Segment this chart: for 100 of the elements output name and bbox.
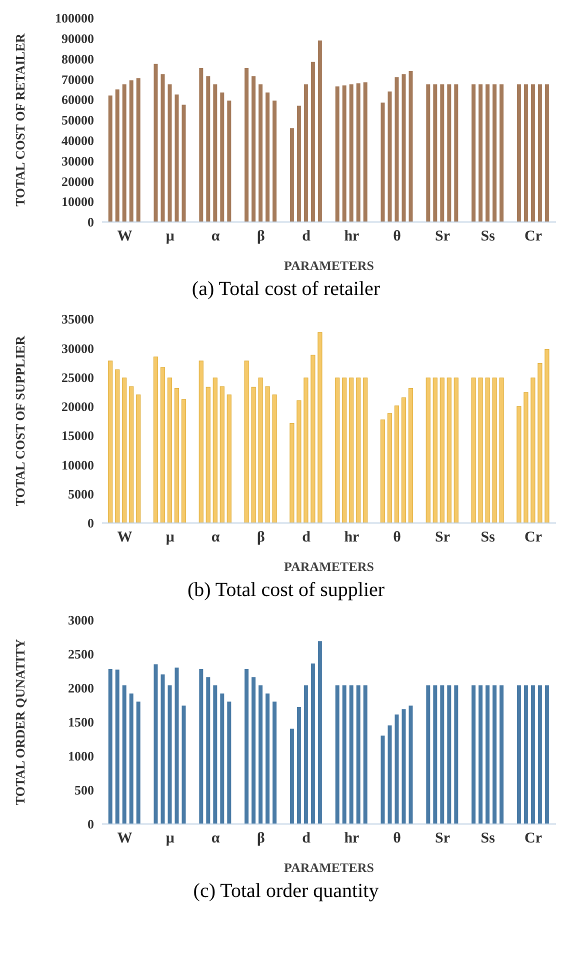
- y-tick-label: 30000: [62, 153, 94, 168]
- bar: [356, 83, 360, 222]
- bar: [227, 702, 232, 824]
- bar: [408, 71, 413, 222]
- bar: [335, 685, 340, 824]
- bar: [446, 378, 452, 523]
- y-tick-label: 25000: [62, 370, 94, 385]
- bar: [310, 664, 315, 824]
- bar: [538, 84, 542, 222]
- bar: [524, 84, 528, 222]
- bar: [426, 685, 430, 824]
- bar: [129, 693, 134, 824]
- bar: [471, 378, 476, 523]
- x-tick-label: d: [302, 530, 312, 546]
- bar: [154, 64, 158, 222]
- bar: [108, 360, 113, 523]
- bar: [290, 728, 294, 824]
- bar: [492, 378, 497, 523]
- bar: [349, 378, 354, 523]
- bar: [402, 709, 406, 824]
- x-tick-label: Cr: [524, 228, 542, 245]
- bar: [182, 706, 186, 824]
- y-tick-label: 20000: [62, 399, 94, 414]
- bar: [167, 378, 172, 523]
- bar: [516, 685, 521, 824]
- bar: [387, 413, 392, 523]
- bar: [516, 406, 522, 523]
- y-tick-label: 35000: [62, 312, 94, 327]
- bar: [251, 386, 256, 523]
- bar: [492, 685, 497, 824]
- bar: [492, 84, 497, 222]
- y-tick-label: 500: [74, 782, 94, 798]
- bar: [349, 84, 354, 222]
- bar: [206, 386, 210, 523]
- y-tick-label: 10000: [62, 194, 94, 210]
- bar: [478, 84, 483, 222]
- y-tick-label: 1500: [68, 714, 94, 730]
- bar: [129, 386, 134, 523]
- bar: [433, 685, 438, 824]
- bar: [486, 84, 490, 222]
- x-tick-label: β: [256, 228, 265, 245]
- bar: [182, 104, 186, 222]
- bar: [108, 668, 112, 824]
- bar: [174, 668, 179, 824]
- x-tick-label: Sr: [435, 530, 450, 546]
- x-tick-label: d: [302, 228, 312, 245]
- x-tick-label: d: [302, 830, 312, 847]
- y-axis-title: TOTAL COST OF SUPPLIER: [12, 335, 28, 506]
- bar: [544, 84, 549, 222]
- bar: [290, 423, 294, 523]
- bar: [440, 685, 444, 824]
- bar: [530, 84, 535, 222]
- bar: [380, 102, 385, 222]
- bar: [394, 714, 399, 824]
- bar: [516, 84, 521, 222]
- x-tick-label: Ss: [480, 830, 496, 847]
- x-tick-label: θ: [393, 228, 402, 245]
- x-axis-title: PARAMETERS: [284, 258, 374, 273]
- bar: [136, 78, 140, 222]
- bar: [447, 84, 452, 222]
- bar: [408, 706, 413, 824]
- x-tick-label: Cr: [524, 530, 542, 546]
- bar: [290, 128, 294, 222]
- x-tick-label: α: [211, 228, 220, 245]
- bar: [447, 685, 452, 824]
- y-tick-label: 10000: [62, 457, 94, 472]
- bar: [115, 89, 120, 222]
- bar: [394, 406, 400, 523]
- bar: [318, 40, 322, 222]
- bar: [174, 388, 180, 523]
- x-tick-label: W: [117, 228, 132, 245]
- bar: [160, 367, 166, 523]
- y-tick-label: 90000: [62, 31, 94, 46]
- y-tick-label: 15000: [62, 428, 94, 444]
- bar: [272, 100, 277, 222]
- bar: [220, 92, 224, 222]
- bar: [244, 360, 249, 523]
- bar: [530, 378, 536, 523]
- x-tick-label: W: [117, 530, 132, 546]
- bar: [266, 92, 270, 222]
- bar: [433, 84, 438, 222]
- bar: [115, 670, 120, 824]
- bar: [244, 668, 249, 824]
- x-tick-label: θ: [393, 830, 402, 847]
- x-tick-label: Sr: [435, 830, 450, 847]
- bar: [304, 378, 308, 523]
- x-tick-label: Ss: [480, 228, 496, 245]
- y-tick-label: 2000: [68, 680, 94, 696]
- y-tick-label: 30000: [62, 340, 94, 356]
- bar: [524, 392, 528, 523]
- bar: [454, 378, 458, 523]
- bar: [342, 85, 346, 222]
- x-tick-label: β: [256, 530, 265, 546]
- bar: [454, 84, 458, 222]
- x-tick-label: β: [256, 830, 265, 847]
- bar: [181, 399, 186, 523]
- x-tick-label: W: [117, 830, 132, 847]
- y-tick-label: 40000: [62, 133, 94, 148]
- bar: [440, 84, 444, 222]
- bar: [226, 394, 232, 523]
